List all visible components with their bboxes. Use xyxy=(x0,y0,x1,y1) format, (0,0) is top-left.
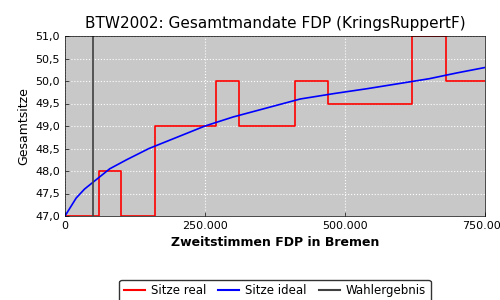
Sitze real xyxy=(152,214,158,218)
Sitze ideal xyxy=(426,77,432,80)
Sitze real xyxy=(292,124,298,128)
Sitze real xyxy=(292,79,298,83)
Y-axis label: Gesamtsitze: Gesamtsitze xyxy=(17,87,30,165)
Sitze ideal xyxy=(174,136,180,139)
Sitze ideal xyxy=(124,158,130,161)
Legend: Sitze real, Sitze ideal, Wahlergebnis: Sitze real, Sitze ideal, Wahlergebnis xyxy=(119,280,431,300)
Sitze real xyxy=(236,124,242,128)
Sitze ideal xyxy=(62,214,68,218)
Sitze ideal xyxy=(230,115,236,119)
Sitze ideal xyxy=(364,87,370,91)
Sitze real xyxy=(96,169,102,173)
Sitze ideal xyxy=(107,167,113,170)
Title: BTW2002: Gesamtmandate FDP (KringsRuppertF): BTW2002: Gesamtmandate FDP (KringsRupper… xyxy=(84,16,466,31)
Sitze real xyxy=(409,102,415,105)
Sitze ideal xyxy=(398,81,404,85)
Sitze ideal xyxy=(264,106,270,110)
Sitze real xyxy=(96,214,102,218)
Line: Sitze real: Sitze real xyxy=(65,36,485,216)
Sitze real xyxy=(236,79,242,83)
Line: Sitze ideal: Sitze ideal xyxy=(65,68,485,216)
Sitze real xyxy=(62,214,68,218)
Sitze ideal xyxy=(331,92,337,95)
Sitze ideal xyxy=(454,71,460,75)
Sitze ideal xyxy=(65,210,71,213)
Sitze real xyxy=(118,169,124,173)
Sitze real xyxy=(482,79,488,83)
Sitze real xyxy=(213,124,219,128)
Sitze ideal xyxy=(68,205,73,209)
Sitze real xyxy=(443,79,449,83)
Sitze ideal xyxy=(73,196,79,200)
Sitze ideal xyxy=(297,97,303,101)
Sitze ideal xyxy=(93,178,99,182)
Sitze real xyxy=(152,124,158,128)
Sitze ideal xyxy=(482,66,488,69)
Sitze ideal xyxy=(82,187,87,191)
Sitze real xyxy=(409,34,415,38)
Sitze ideal xyxy=(146,147,152,150)
Sitze real xyxy=(213,79,219,83)
Sitze real xyxy=(118,214,124,218)
Sitze real xyxy=(325,102,331,105)
X-axis label: Zweitstimmen FDP in Bremen: Zweitstimmen FDP in Bremen xyxy=(171,236,379,249)
Sitze real xyxy=(325,79,331,83)
Sitze ideal xyxy=(202,124,208,128)
Sitze real xyxy=(443,34,449,38)
